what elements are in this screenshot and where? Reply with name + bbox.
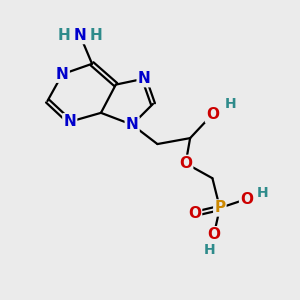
Text: H: H — [204, 243, 215, 256]
Text: P: P — [214, 200, 225, 215]
Text: H: H — [90, 28, 103, 43]
Text: O: O — [207, 227, 220, 242]
Text: H: H — [224, 97, 236, 111]
Text: N: N — [126, 117, 139, 132]
Text: O: O — [188, 206, 201, 221]
Text: O: O — [240, 191, 253, 206]
Text: N: N — [56, 67, 69, 82]
Text: O: O — [179, 156, 192, 171]
Text: H: H — [57, 28, 70, 43]
Text: N: N — [138, 71, 150, 86]
Text: N: N — [74, 28, 86, 43]
Text: O: O — [206, 107, 219, 122]
Text: H: H — [257, 186, 269, 200]
Text: N: N — [63, 114, 76, 129]
